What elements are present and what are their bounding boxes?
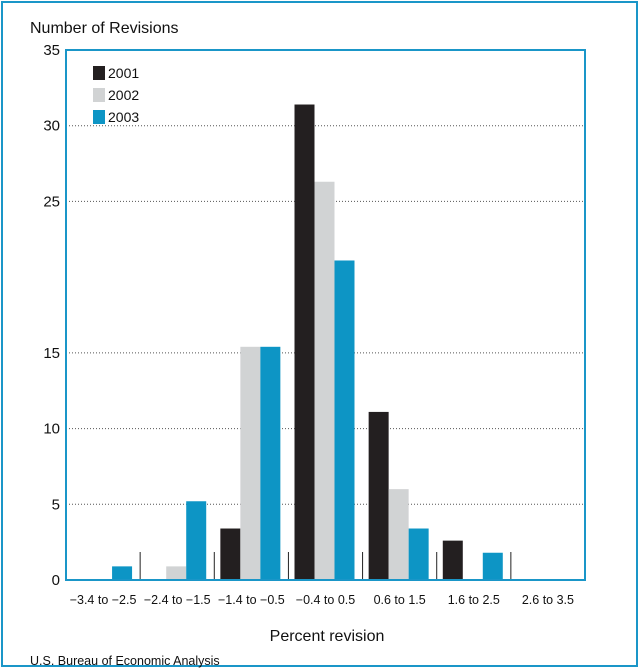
bar-2003-5 [482, 552, 503, 580]
x-axis-title: Percent revision [270, 628, 385, 645]
category-separators [139, 552, 512, 580]
y-axis-ticks: 0 5 10 15 25 30 35 [43, 42, 60, 589]
bar-2002-4 [388, 489, 409, 580]
legend: 2001 2002 2003 [93, 65, 139, 125]
x-category-label: −3.4 to −2.5 [70, 593, 137, 607]
legend-label-2002: 2002 [108, 87, 139, 103]
x-category-label: −1.4 to −0.5 [218, 593, 285, 607]
gridlines [66, 125, 585, 505]
x-axis-category-labels: −3.4 to −2.5 −2.4 to −1.5 −1.4 to −0.5 −0.4… [70, 593, 574, 607]
y-tick-label: 10 [43, 421, 60, 438]
legend-swatch-2002 [93, 88, 105, 102]
bar-2001-5 [442, 540, 463, 580]
y-tick-label: 30 [43, 118, 60, 135]
x-category-label: 2.6 to 3.5 [522, 593, 574, 607]
bar-2001-4 [368, 411, 389, 580]
bar-2003-3 [334, 260, 355, 580]
x-category-label: −2.4 to −1.5 [144, 593, 211, 607]
plot-area-border [65, 49, 586, 581]
bar-2001-3 [294, 104, 315, 580]
legend-swatch-2001 [93, 66, 105, 80]
bar-2003-2 [260, 346, 281, 580]
bar-2001-2 [220, 528, 241, 580]
bar-2003-4 [408, 528, 429, 580]
bars [112, 104, 503, 580]
y-tick-label: 0 [52, 572, 60, 589]
legend-label-2003: 2003 [108, 109, 139, 125]
y-tick-label: 35 [43, 42, 60, 59]
bar-2002-1 [166, 566, 187, 580]
legend-swatch-2003 [93, 110, 105, 124]
bar-2002-3 [314, 181, 335, 580]
x-category-label: 1.6 to 2.5 [448, 593, 500, 607]
bar-2003-1 [186, 501, 207, 580]
y-tick-label: 25 [43, 193, 60, 210]
legend-label-2001: 2001 [108, 65, 139, 81]
y-tick-label: 5 [52, 496, 60, 513]
y-tick-label: 15 [43, 345, 60, 362]
x-category-label: 0.6 to 1.5 [374, 593, 426, 607]
x-category-label: −0.4 to 0.5 [296, 593, 355, 607]
y-axis-title: Number of Revisions [30, 20, 179, 37]
bar-2003-0 [112, 566, 133, 580]
bar-2002-2 [240, 346, 261, 580]
source-note: U.S. Bureau of Economic Analysis [30, 654, 220, 668]
